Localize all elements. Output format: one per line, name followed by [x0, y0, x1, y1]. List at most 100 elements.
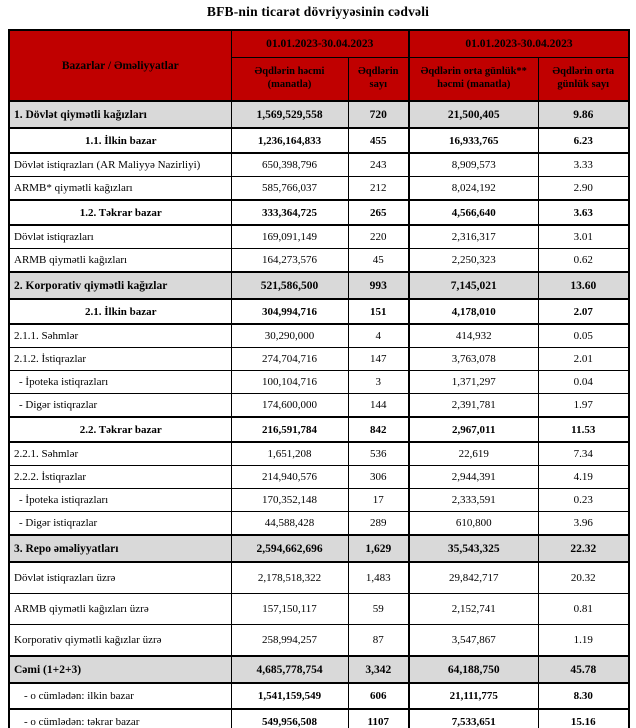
row-value: 164,273,576 [230, 248, 349, 273]
row-label: ARMB* qiymətli kağızları [8, 176, 232, 201]
column-header-row: Əqdlərin həcmi (manatla) Əqdlərin sayı Ə… [9, 57, 630, 102]
row-value: 2.90 [537, 176, 630, 201]
table-row: ARMB qiymətli kağızları 164,273,576 45 2,25… [8, 248, 630, 273]
row-label: - Digər istiqrazlar [8, 393, 232, 418]
column-header-volume: Əqdlərin həcmi (manatla) [230, 57, 349, 102]
row-value: 11.53 [537, 416, 630, 443]
row-label: 1.1. İlkin bazar [8, 127, 232, 154]
row-value: 59 [347, 593, 410, 625]
row-label: Dövlət istiqrazları [8, 224, 232, 249]
row-value: 1107 [347, 708, 410, 728]
row-value: 1,236,164,833 [230, 127, 349, 154]
table-row: 1.1. İlkin bazar 1,236,164,833 455 16,933,7… [8, 127, 630, 154]
row-label: - o cümlədən: təkrar bazar [8, 708, 232, 728]
row-value: 304,994,716 [230, 298, 349, 325]
row-value: 1,483 [347, 561, 410, 594]
row-value: 1,651,208 [230, 441, 349, 466]
row-value: 3,547,867 [408, 624, 539, 657]
row-value: 3.33 [537, 152, 630, 177]
row-value: 4.19 [537, 465, 630, 489]
row-value: 100,104,716 [230, 370, 349, 394]
table-row: 1.2. Təkrar bazar 333,364,725 265 4,566,640… [8, 199, 630, 226]
table-row: 3. Repo əməliyyatları 2,594,662,696 1,629 3… [8, 534, 630, 563]
row-value: 21,500,405 [408, 100, 539, 129]
table-row: 1. Dövlət qiymətli kağızları 1,569,529,55… [8, 100, 630, 129]
row-value: 0.04 [537, 370, 630, 394]
row-value: 0.05 [537, 323, 630, 348]
row-label: 2.2.1. Səhmlər [8, 441, 232, 466]
row-value: 289 [347, 511, 410, 536]
row-value: 3 [347, 370, 410, 394]
table-header: Bazarlar / Əməliyyatlar 01.01.2023-30.04… [8, 29, 630, 102]
period-header-2: 01.01.2023-30.04.2023 [408, 29, 630, 58]
row-value: 2,152,741 [408, 593, 539, 625]
row-value: 4 [347, 323, 410, 348]
row-value: 4,685,778,754 [230, 655, 349, 684]
row-value: 87 [347, 624, 410, 657]
table-row: ARMB* qiymətli kağızları 585,766,037 212 8,… [8, 176, 630, 201]
column-header-count: Əqdlərin sayı [347, 57, 410, 102]
row-label: 1. Dövlət qiymətli kağızları [8, 100, 232, 129]
row-label: 2.2. Təkrar bazar [8, 416, 232, 443]
row-value: 13.60 [537, 271, 630, 300]
row-value: 30,290,000 [230, 323, 349, 348]
row-value: 8,024,192 [408, 176, 539, 201]
table-body: 1. Dövlət qiymətli kağızları 1,569,529,55… [8, 100, 630, 728]
row-value: 1,541,159,549 [230, 682, 349, 710]
table-row: - Digər istiqrazlar 174,600,000 144 2,391,7… [8, 393, 630, 418]
row-value: 3.01 [537, 224, 630, 249]
row-value: 20.32 [537, 561, 630, 594]
row-value: 2.01 [537, 347, 630, 371]
row-value: 585,766,037 [230, 176, 349, 201]
row-value: 3.96 [537, 511, 630, 536]
row-value: 842 [347, 416, 410, 443]
row-value: 4,178,010 [408, 298, 539, 325]
row-label: Dövlət istiqrazları üzrə [8, 561, 232, 594]
row-value: 0.81 [537, 593, 630, 625]
table-row: 2.2. Təkrar bazar 216,591,784 842 2,967,011… [8, 416, 630, 443]
row-label: 2.1.2. İstiqrazlar [8, 347, 232, 371]
row-label: 2.1.1. Səhmlər [8, 323, 232, 348]
table-row: 2.1. İlkin bazar 304,994,716 151 4,178,010 2… [8, 298, 630, 325]
row-value: 7,533,651 [408, 708, 539, 728]
row-label: Dövlət istiqrazları (AR Maliyyə Nazirliy… [8, 152, 232, 177]
row-value: 610,800 [408, 511, 539, 536]
row-value: 306 [347, 465, 410, 489]
row-value: 7.34 [537, 441, 630, 466]
table-row: - o cümlədən: ilkin bazar 1,541,159,549 60… [8, 682, 630, 710]
row-value: 220 [347, 224, 410, 249]
row-label: - o cümlədən: ilkin bazar [8, 682, 232, 710]
row-value: 216,591,784 [230, 416, 349, 443]
row-value: 3.63 [537, 199, 630, 226]
row-value: 157,150,117 [230, 593, 349, 625]
row-value: 1,629 [347, 534, 410, 563]
row-label: 2.1. İlkin bazar [8, 298, 232, 325]
row-value: 21,111,775 [408, 682, 539, 710]
row-label: - İpoteka istiqrazları [8, 370, 232, 394]
row-value: 258,994,257 [230, 624, 349, 657]
row-value: 9.86 [537, 100, 630, 129]
row-label: Korporativ qiymətli kağızlar üzrə [8, 624, 232, 657]
row-value: 3,763,078 [408, 347, 539, 371]
row-value: 4,566,640 [408, 199, 539, 226]
row-value: 174,600,000 [230, 393, 349, 418]
row-label: 1.2. Təkrar bazar [8, 199, 232, 226]
row-value: 147 [347, 347, 410, 371]
row-value: 8,909,573 [408, 152, 539, 177]
row-value: 650,398,796 [230, 152, 349, 177]
row-value: 44,588,428 [230, 511, 349, 536]
row-value: 2.07 [537, 298, 630, 325]
row-value: 455 [347, 127, 410, 154]
page-title: BFB-nin ticarət dövriyyəsinin cədvəli [206, 4, 430, 19]
row-value: 993 [347, 271, 410, 300]
table-row: 2.2.2. İstiqrazlar 214,940,576 306 2,944,39… [8, 465, 630, 489]
row-value: 29,842,717 [408, 561, 539, 594]
row-value: 0.23 [537, 488, 630, 512]
row-value: 549,956,508 [230, 708, 349, 728]
row-value: 2,316,317 [408, 224, 539, 249]
row-value: 2,944,391 [408, 465, 539, 489]
row-value: 1.97 [537, 393, 630, 418]
row-value: 414,932 [408, 323, 539, 348]
column-header-avg-count: Əqdlərin orta günlük sayı [537, 57, 630, 102]
row-value: 22.32 [537, 534, 630, 563]
